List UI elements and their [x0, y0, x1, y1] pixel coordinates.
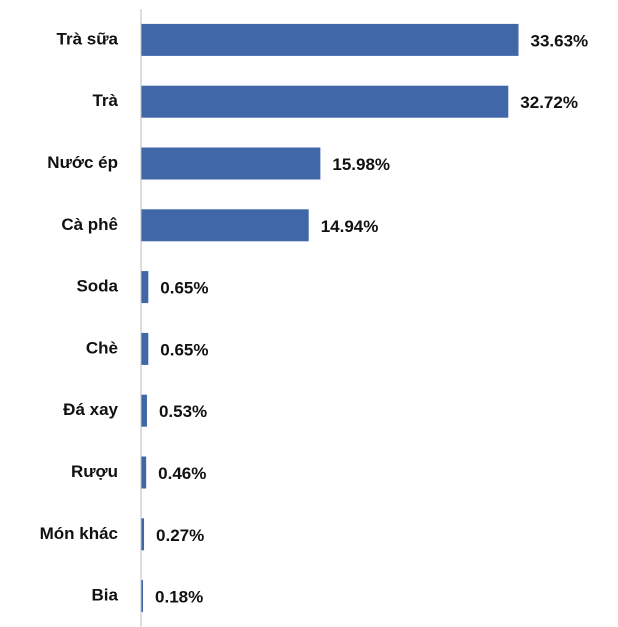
- value-label: 14.94%: [321, 217, 379, 236]
- category-label: Rượu: [71, 462, 118, 481]
- bar: [141, 209, 309, 242]
- value-label: 0.18%: [155, 588, 203, 607]
- bar: [141, 271, 149, 304]
- value-label: 0.65%: [160, 340, 208, 359]
- category-label: Trà sữa: [57, 29, 119, 48]
- bar: [141, 580, 144, 613]
- value-label: 32.72%: [520, 93, 578, 112]
- category-label: Trà: [92, 91, 118, 110]
- bar: [141, 456, 147, 489]
- bar: [141, 85, 509, 118]
- value-label: 15.98%: [332, 155, 390, 174]
- value-label: 33.63%: [530, 31, 588, 50]
- value-label: 0.53%: [159, 402, 207, 421]
- bar: [141, 518, 145, 551]
- bar: [141, 332, 149, 365]
- value-label: 0.65%: [160, 279, 208, 298]
- category-label: Cà phê: [61, 215, 118, 234]
- category-label: Đá xay: [63, 400, 118, 419]
- value-label: 0.46%: [158, 464, 206, 483]
- category-label: Nước ép: [47, 153, 118, 172]
- category-label: Bia: [92, 586, 119, 605]
- category-label: Món khác: [40, 524, 118, 543]
- value-label: 0.27%: [156, 526, 204, 545]
- bar: [141, 394, 147, 427]
- category-label: Chè: [86, 338, 118, 357]
- bar: [141, 147, 321, 180]
- bar: [141, 23, 519, 56]
- category-label: Soda: [76, 277, 118, 296]
